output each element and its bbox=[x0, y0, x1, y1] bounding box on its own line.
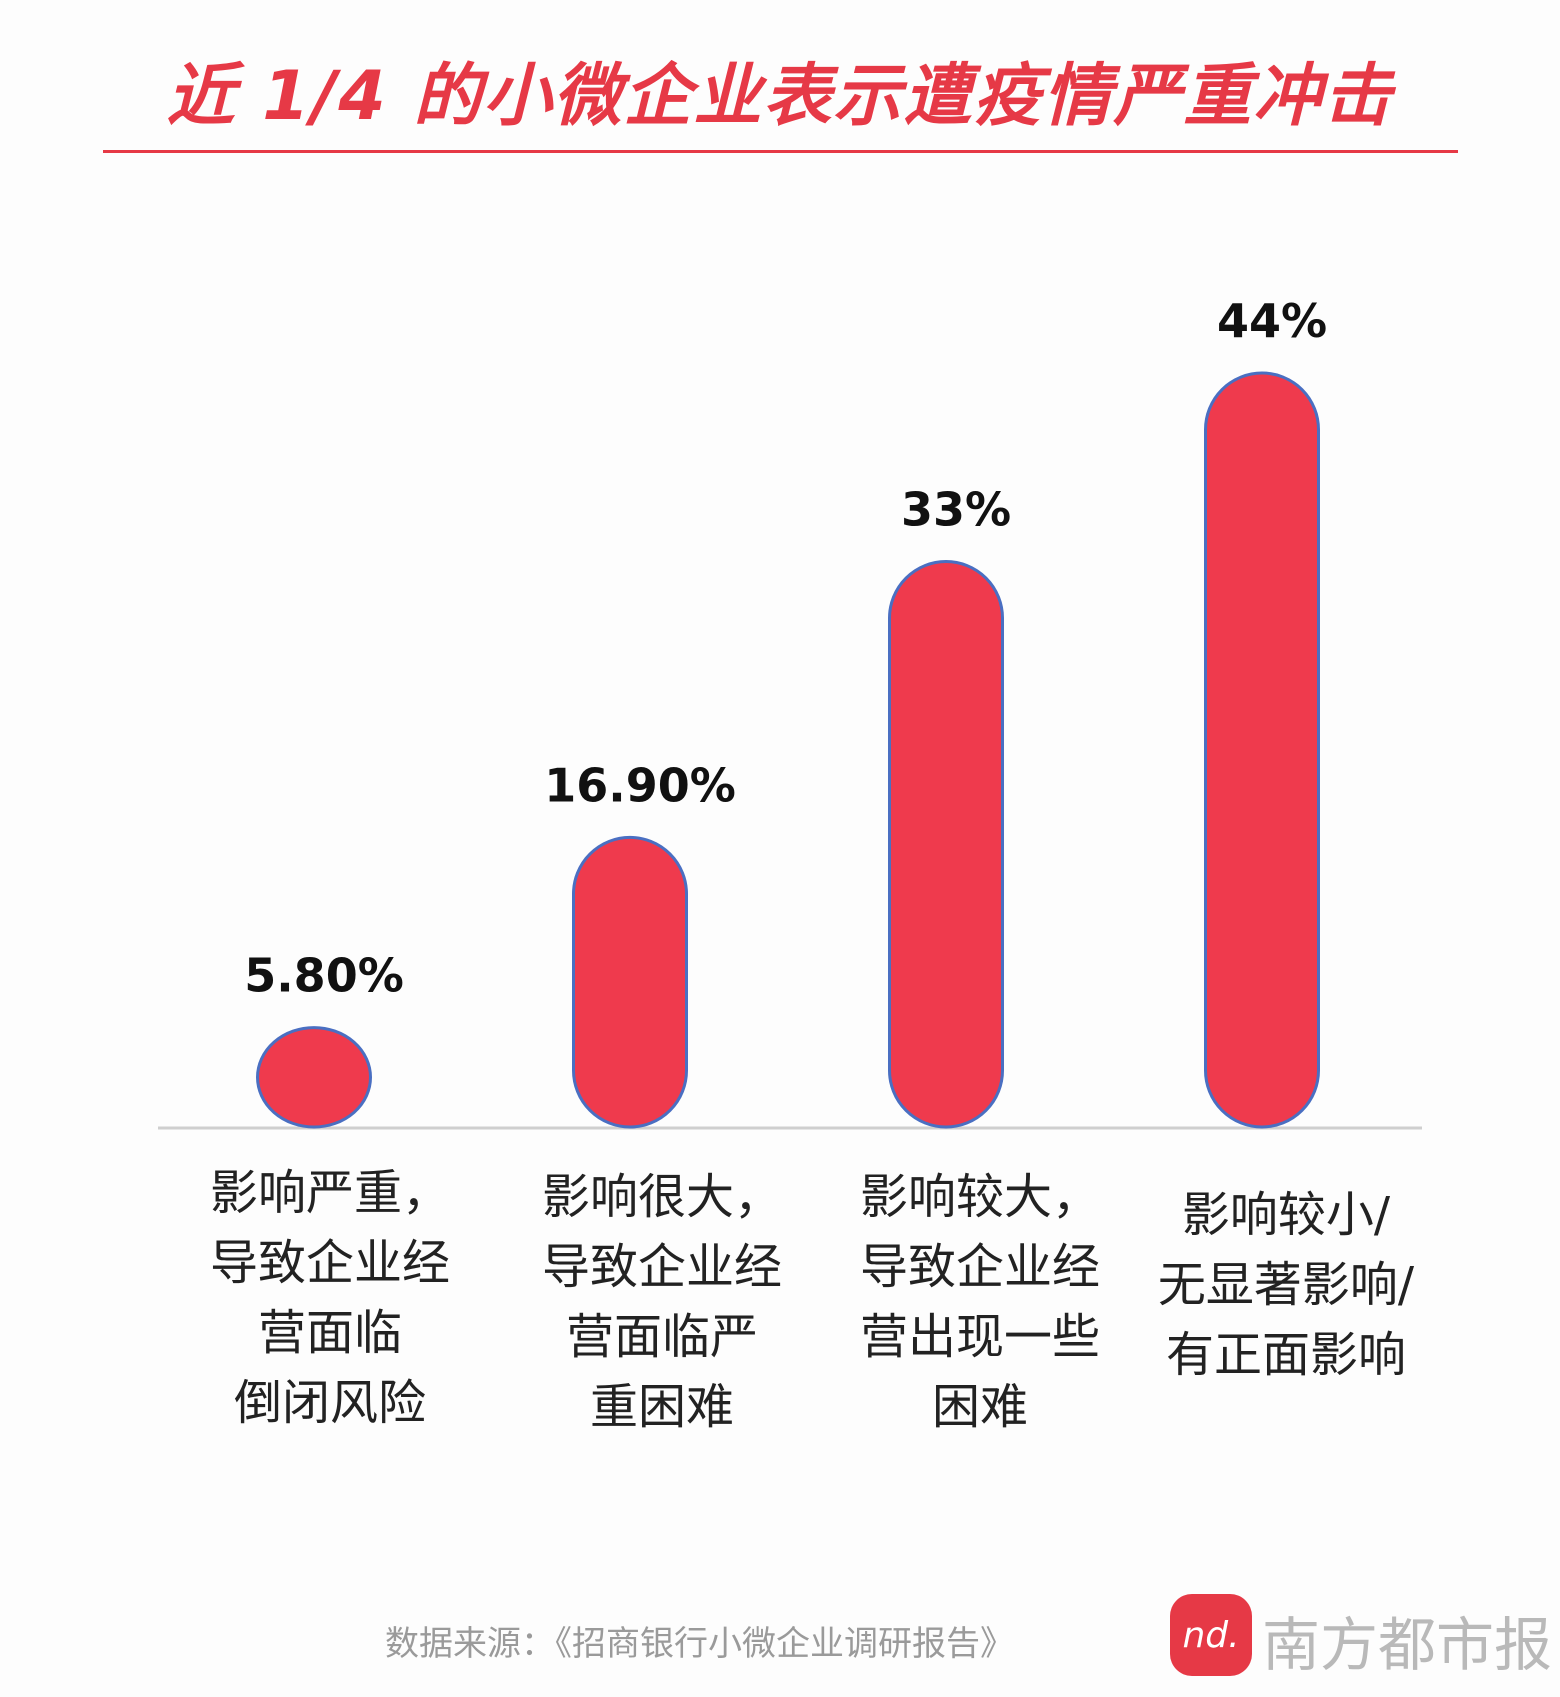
title-divider bbox=[103, 150, 1458, 153]
category-label-1: 影响严重， 导致企业经 营面临 倒闭风险 bbox=[209, 1165, 450, 1431]
source-note: 数据来源：《招商银行小微企业调研报告》 bbox=[385, 1624, 1014, 1664]
data-label-1: 5.80% bbox=[244, 949, 404, 1003]
chart-title: 近 1/4 的小微企业表示遭疫情严重冲击 bbox=[166, 57, 1394, 136]
brand-logo-icon: nd. bbox=[1170, 1594, 1252, 1676]
data-label-3: 33% bbox=[901, 483, 1011, 537]
category-label-3: 影响较大， 导致企业经 营出现一些 困难 bbox=[859, 1169, 1100, 1435]
bar-1 bbox=[256, 1026, 372, 1129]
category-label-4: 影响较小/ 无显著影响/ 有正面影响 bbox=[1157, 1187, 1415, 1383]
category-label-2: 影响很大， 导致企业经 营面临严 重困难 bbox=[541, 1169, 782, 1435]
data-label-4: 44% bbox=[1217, 294, 1327, 348]
bar-3 bbox=[888, 560, 1004, 1129]
bar-2 bbox=[572, 835, 688, 1129]
data-label-2: 16.90% bbox=[544, 758, 736, 812]
brand-name: 南方都市报 bbox=[1262, 1611, 1553, 1679]
bar-4 bbox=[1204, 371, 1320, 1129]
